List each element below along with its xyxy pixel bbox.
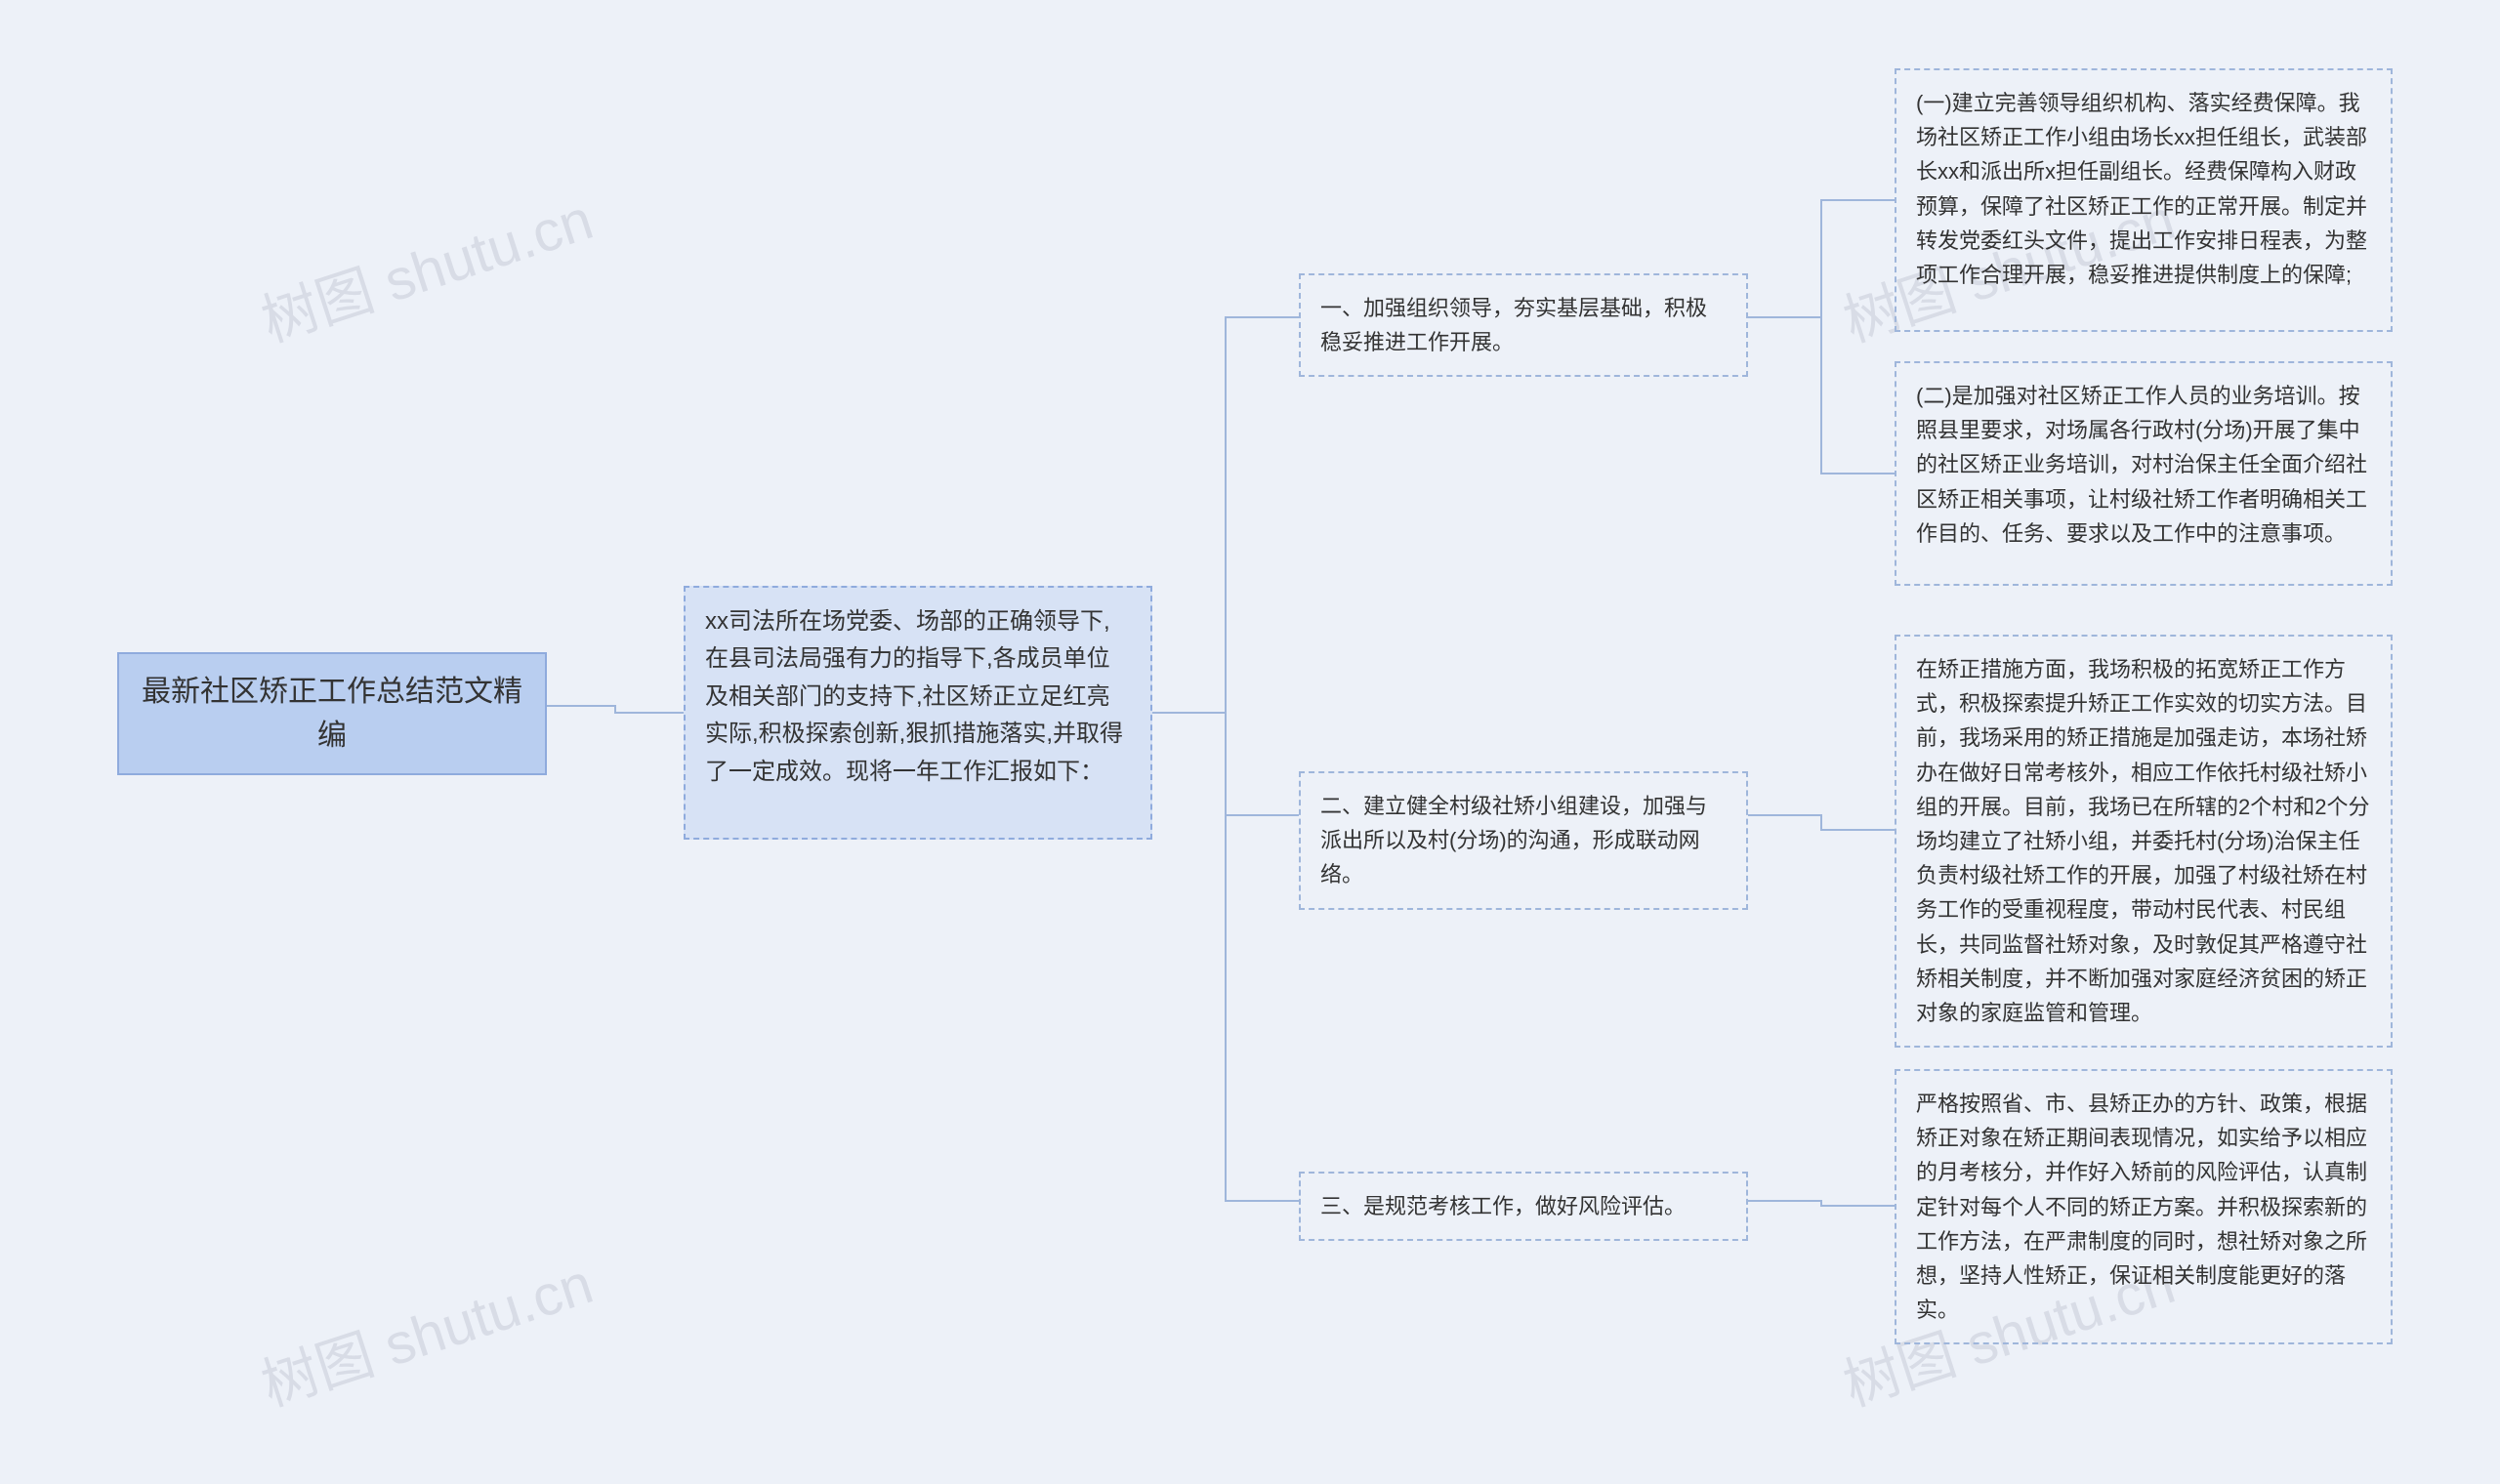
section-1-node: 一、加强组织领导，夯实基层基础，积极稳妥推进工作开展。 bbox=[1299, 273, 1748, 377]
watermark-1: 树图 shutu.cn bbox=[250, 174, 602, 357]
watermark-3: 树图 shutu.cn bbox=[250, 1238, 602, 1422]
root-node: 最新社区矫正工作总结范文精编 bbox=[117, 652, 547, 775]
section-3-node: 三、是规范考核工作，做好风险评估。 bbox=[1299, 1172, 1748, 1241]
section-1-child-1: (一)建立完善领导组织机构、落实经费保障。我场社区矫正工作小组由场长xx担任组长… bbox=[1895, 68, 2393, 332]
section-2-child-1: 在矫正措施方面，我场积极的拓宽矫正工作方式，积极探索提升矫正工作实效的切实方法。… bbox=[1895, 635, 2393, 1048]
section-3-child-1: 严格按照省、市、县矫正办的方针、政策，根据矫正对象在矫正期间表现情况，如实给予以… bbox=[1895, 1069, 2393, 1344]
intro-node: xx司法所在场党委、场部的正确领导下,在县司法局强有力的指导下,各成员单位及相关… bbox=[684, 586, 1152, 840]
section-1-child-2: (二)是加强对社区矫正工作人员的业务培训。按照县里要求，对场属各行政村(分场)开… bbox=[1895, 361, 2393, 586]
section-2-node: 二、建立健全村级社矫小组建设，加强与派出所以及村(分场)的沟通，形成联动网络。 bbox=[1299, 771, 1748, 910]
